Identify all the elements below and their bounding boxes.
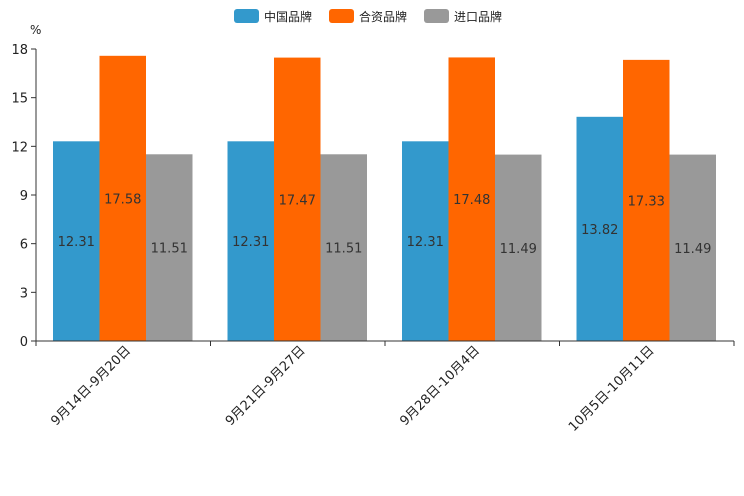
- y-axis: 0 3 6 9 12 15 18: [11, 43, 37, 350]
- data-label-4-1: 13.82: [581, 223, 618, 238]
- y-tick-label: 15: [11, 92, 28, 107]
- y-tick-label: 12: [11, 140, 28, 155]
- y-tick-label: 6: [20, 238, 28, 253]
- legend: 中国品牌 合资品牌 进口品牌: [234, 9, 502, 24]
- legend-label-1[interactable]: 中国品牌: [264, 9, 312, 24]
- bar-1-3[interactable]: [146, 154, 193, 341]
- data-label-1-2: 17.58: [104, 192, 141, 207]
- bar-4-1[interactable]: [576, 116, 624, 341]
- data-label-4-3: 11.49: [674, 242, 711, 257]
- bar-2-3[interactable]: [320, 154, 368, 341]
- bar-3-3[interactable]: [495, 154, 542, 341]
- bar-3-2[interactable]: [448, 57, 496, 342]
- data-label-2-1: 12.31: [232, 235, 269, 250]
- x-category-label-4: 10月5日-10月11日: [566, 343, 658, 435]
- y-axis-unit-label: %: [30, 23, 41, 37]
- bar-3-1[interactable]: [402, 141, 449, 341]
- x-category-label-2: 9月21日-9月27日: [223, 343, 309, 429]
- bar-4-2[interactable]: [623, 59, 670, 341]
- x-category-label-3: 9月28日-10月4日: [397, 343, 483, 429]
- bar-2-1[interactable]: [227, 141, 275, 341]
- data-label-3-2: 17.48: [453, 193, 490, 208]
- x-category-label-1: 9月14日-9月20日: [48, 343, 134, 429]
- legend-label-2[interactable]: 合资品牌: [359, 9, 407, 24]
- data-label-1-1: 12.31: [58, 235, 95, 250]
- data-label-1-3: 11.51: [151, 242, 188, 257]
- legend-swatch-1[interactable]: [234, 9, 259, 23]
- y-tick-label: 18: [11, 43, 28, 58]
- bar-1-2[interactable]: [99, 55, 147, 342]
- data-label-3-1: 12.31: [407, 235, 444, 250]
- bar-4-3[interactable]: [669, 154, 717, 341]
- y-tick-label: 9: [20, 189, 28, 204]
- y-tick-label: 0: [20, 335, 28, 350]
- data-label-2-3: 11.51: [325, 242, 362, 257]
- data-label-3-3: 11.49: [500, 242, 537, 257]
- legend-label-3[interactable]: 进口品牌: [454, 10, 502, 24]
- legend-swatch-3[interactable]: [424, 9, 449, 23]
- bars: [53, 55, 717, 342]
- data-labels: 12.31 17.58 11.51 12.31 17.47 11.51 12.31 17.48…: [58, 192, 712, 256]
- bar-2-2[interactable]: [274, 57, 321, 341]
- bar-1-1[interactable]: [53, 141, 100, 341]
- data-label-4-2: 17.33: [628, 194, 665, 209]
- x-axis: 9月14日-9月20日 9月21日-9月27日 9月28日-10月4日 10月5日-1…: [35, 340, 735, 435]
- y-tick-label: 3: [20, 286, 28, 301]
- legend-swatch-2[interactable]: [329, 9, 354, 23]
- data-label-2-2: 17.47: [279, 193, 316, 208]
